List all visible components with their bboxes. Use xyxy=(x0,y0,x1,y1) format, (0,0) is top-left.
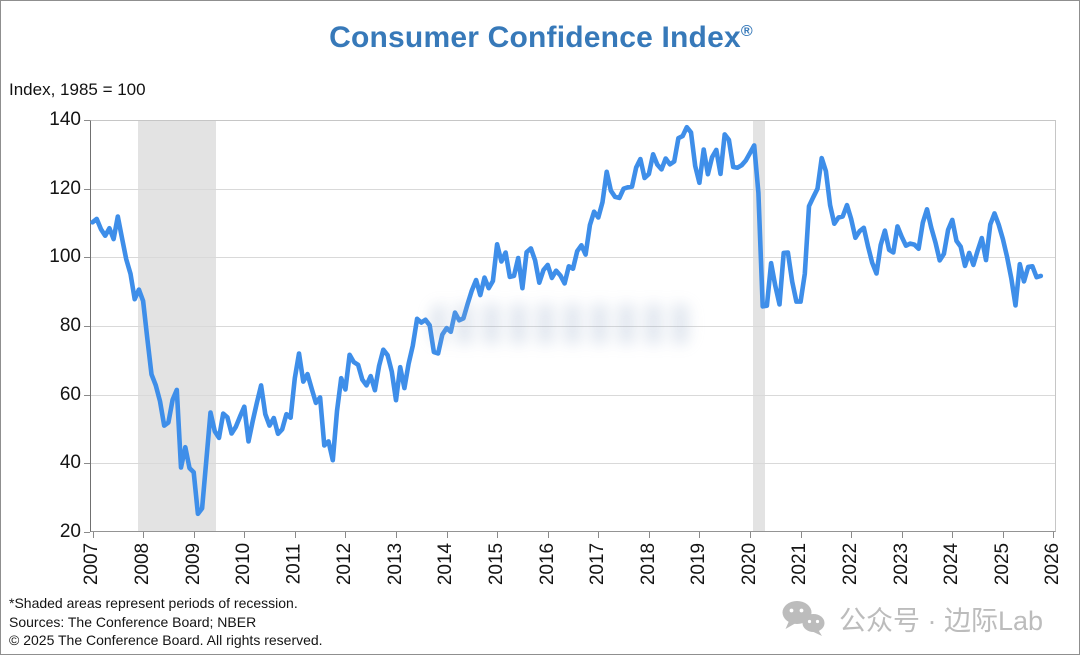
x-tick-label-text: 2009 xyxy=(182,542,204,586)
x-tick-mark xyxy=(800,532,802,538)
x-tick-mark xyxy=(547,532,549,538)
x-tick-label: 2008 xyxy=(121,539,165,591)
x-tick-label-text: 2026 xyxy=(1042,542,1064,586)
x-tick-label-text: 2010 xyxy=(233,542,255,586)
x-tick-mark xyxy=(648,532,650,538)
watermark-text: 公众号 · 边际Lab xyxy=(838,606,1043,636)
x-tick-label: 2012 xyxy=(323,539,367,591)
y-tick-label: 20 xyxy=(59,521,81,542)
y-tick-label: 120 xyxy=(49,177,81,199)
y-axis-title: Index, 1985 = 100 xyxy=(9,80,146,99)
footnote-copyright: © 2025 The Conference Board. All rights … xyxy=(9,632,323,648)
y-tick-label: 80 xyxy=(59,315,81,336)
x-tick-label-text: 2008 xyxy=(132,542,154,586)
footnote-sources: Sources: The Conference Board; NBER xyxy=(9,613,257,630)
x-tick-label: 2024 xyxy=(930,539,974,591)
x-tick-label-text: 2011 xyxy=(283,543,305,585)
x-tick-label-text: 2025 xyxy=(991,542,1013,586)
x-tick-mark xyxy=(446,532,448,538)
x-tick-mark xyxy=(143,532,145,538)
x-tick-label-text: 2024 xyxy=(941,542,963,586)
x-tick-label-text: 2015 xyxy=(486,542,508,586)
x-tick-label: 2013 xyxy=(374,539,418,591)
x-tick-label-text: 2014 xyxy=(435,542,457,586)
x-tick-label: 2011 xyxy=(273,539,317,591)
x-tick-label-text: 2013 xyxy=(384,542,406,586)
y-tick-label: 60 xyxy=(59,383,81,405)
x-tick-label: 2020 xyxy=(728,539,772,591)
x-tick-label: 2017 xyxy=(576,539,620,591)
x-tick-mark xyxy=(294,532,296,538)
x-tick-label: 2007 xyxy=(71,539,115,591)
x-tick-label: 2022 xyxy=(829,539,873,591)
x-tick-mark xyxy=(851,532,853,538)
x-tick-label-text: 2022 xyxy=(840,542,862,586)
y-tick-mark xyxy=(84,463,90,465)
x-tick-mark xyxy=(395,532,397,538)
x-tick-mark xyxy=(952,532,954,538)
chart-title-text: Consumer Confidence Index xyxy=(329,21,741,54)
x-tick-label: 2026 xyxy=(1031,539,1075,591)
x-tick-mark xyxy=(1053,532,1055,538)
wechat-watermark: 公众号 · 边际Lab xyxy=(781,599,1043,638)
blurred-watermark xyxy=(431,304,693,344)
x-tick-label-text: 2021 xyxy=(789,542,811,586)
y-tick-mark xyxy=(84,120,90,121)
x-tick-mark xyxy=(92,532,94,538)
y-tick-mark xyxy=(84,394,90,396)
x-tick-label: 2010 xyxy=(222,539,266,591)
x-tick-mark xyxy=(497,532,499,538)
x-tick-label-text: 2019 xyxy=(688,542,710,586)
chart-footnotes: *Shaded areas represent periods of reces… xyxy=(9,594,323,650)
x-tick-mark xyxy=(1002,532,1004,538)
x-tick-label-text: 2007 xyxy=(81,542,103,586)
y-tick-mark xyxy=(84,257,90,259)
wechat-icon xyxy=(782,601,825,636)
x-tick-label-text: 2023 xyxy=(890,542,912,586)
x-tick-label: 2021 xyxy=(779,539,823,591)
x-tick-label-text: 2020 xyxy=(739,542,761,586)
x-tick-label: 2018 xyxy=(627,539,671,591)
x-tick-label-text: 2016 xyxy=(536,542,558,586)
footnote-recession: *Shaded areas represent periods of reces… xyxy=(9,595,298,611)
y-tick-mark xyxy=(84,532,90,533)
x-tick-label-text: 2017 xyxy=(587,542,609,586)
x-tick-mark xyxy=(901,532,903,538)
x-tick-mark xyxy=(244,532,246,538)
x-tick-label: 2014 xyxy=(425,539,469,591)
chart-title: Consumer Confidence Index® xyxy=(1,21,1080,55)
y-tick-mark xyxy=(84,326,90,327)
x-tick-label-text: 2012 xyxy=(334,542,356,586)
x-tick-label: 2025 xyxy=(981,539,1025,591)
x-tick-mark xyxy=(193,532,195,538)
y-tick-label: 100 xyxy=(49,246,81,268)
x-tick-mark xyxy=(699,532,701,538)
y-tick-label: 40 xyxy=(59,452,81,474)
x-tick-label: 2015 xyxy=(475,539,519,591)
y-tick-mark xyxy=(84,188,90,190)
x-tick-label: 2016 xyxy=(526,539,570,591)
y-tick-label: 140 xyxy=(49,109,81,130)
registered-trademark-symbol: ® xyxy=(740,23,753,40)
x-tick-mark xyxy=(345,532,347,538)
x-tick-label: 2009 xyxy=(172,539,216,591)
x-tick-mark xyxy=(750,532,752,538)
x-tick-mark xyxy=(598,532,600,538)
x-tick-label-text: 2018 xyxy=(637,542,659,586)
x-tick-label: 2019 xyxy=(677,539,721,591)
x-tick-label: 2023 xyxy=(880,539,924,591)
